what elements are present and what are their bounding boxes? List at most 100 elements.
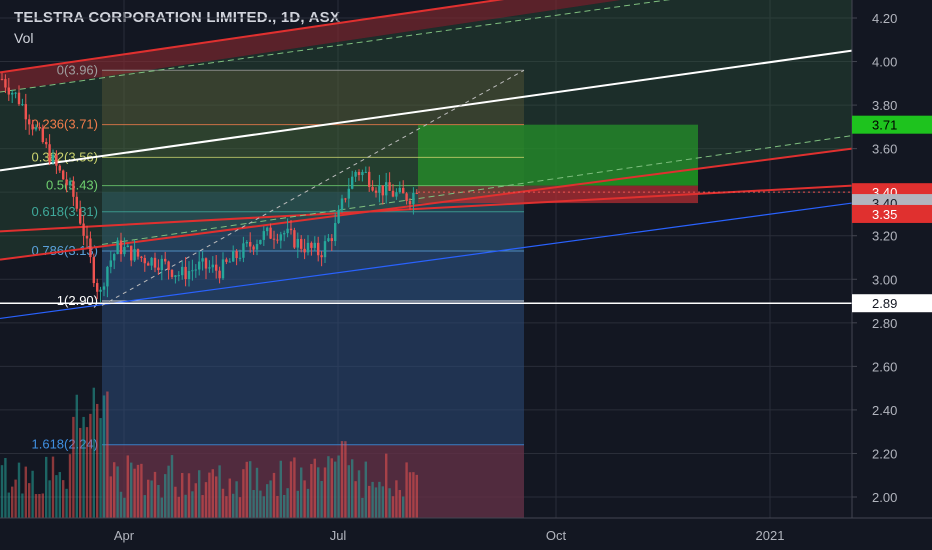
volume-bar bbox=[262, 496, 265, 518]
candle-body bbox=[334, 223, 337, 242]
volume-bar bbox=[272, 472, 276, 518]
candle-body bbox=[303, 248, 306, 253]
candle-body bbox=[347, 188, 350, 199]
candle-body bbox=[371, 186, 374, 191]
volume-bar bbox=[187, 473, 191, 518]
candle-body bbox=[391, 190, 395, 197]
volume-bar bbox=[109, 476, 112, 518]
candle-body bbox=[327, 238, 330, 242]
volume-bar bbox=[164, 474, 167, 518]
volume-bar bbox=[31, 470, 34, 518]
candle-body bbox=[58, 165, 61, 171]
candle-body bbox=[330, 238, 333, 242]
volume-bar bbox=[123, 497, 126, 518]
volume-bar bbox=[75, 394, 78, 518]
volume-bar bbox=[368, 485, 371, 518]
candle-body bbox=[191, 270, 194, 272]
candle-body bbox=[140, 256, 143, 259]
candle-body bbox=[395, 192, 398, 197]
price-tick-label: 2.20 bbox=[872, 446, 897, 461]
volume-bar bbox=[306, 488, 310, 518]
price-tick-label: 2.80 bbox=[872, 316, 897, 331]
candle-body bbox=[170, 269, 174, 277]
volume-bar bbox=[65, 488, 68, 518]
candle-body bbox=[174, 275, 177, 277]
candle-body bbox=[45, 142, 48, 145]
candle-body bbox=[75, 196, 78, 209]
volume-bar bbox=[51, 456, 55, 518]
red-mid-line bbox=[0, 184, 853, 233]
volume-bar bbox=[143, 495, 146, 518]
volume-bar bbox=[106, 391, 109, 518]
candle-body bbox=[34, 127, 38, 130]
candle-body bbox=[85, 235, 89, 239]
volume-bar bbox=[21, 493, 24, 518]
price-axis-bg bbox=[852, 0, 932, 550]
volume-bar bbox=[198, 470, 201, 518]
candle-body bbox=[368, 171, 371, 187]
volume-bar bbox=[38, 494, 41, 518]
candle-body bbox=[113, 254, 116, 261]
candle-body bbox=[150, 257, 153, 266]
candle-body bbox=[364, 171, 367, 173]
candle-body bbox=[351, 176, 354, 189]
price-axis: 2.002.202.402.602.803.003.203.403.603.80… bbox=[851, 0, 932, 550]
candle-body bbox=[7, 87, 10, 95]
time-tick-label: Oct bbox=[546, 528, 567, 543]
candle-body bbox=[381, 185, 384, 196]
volume-bar bbox=[92, 387, 95, 518]
candle-body bbox=[116, 240, 119, 255]
volume-bar bbox=[28, 483, 31, 518]
volume-bar bbox=[378, 481, 381, 518]
volume-bar bbox=[89, 413, 92, 518]
volume-bar bbox=[364, 461, 367, 518]
volume-bar bbox=[99, 418, 102, 518]
candle-body bbox=[133, 249, 136, 261]
candle-body bbox=[354, 171, 357, 177]
candle-body bbox=[405, 193, 408, 201]
candle-body bbox=[306, 242, 310, 253]
candle-body bbox=[385, 182, 388, 196]
candle-body bbox=[4, 79, 7, 88]
candle-body bbox=[235, 251, 238, 259]
blue-lower-line bbox=[0, 202, 853, 320]
candle-body bbox=[126, 245, 129, 247]
drawing-zones bbox=[0, 0, 852, 518]
candle-body bbox=[374, 190, 378, 193]
volume-bar bbox=[194, 483, 197, 518]
candle-body bbox=[344, 198, 347, 200]
candle-body bbox=[266, 227, 269, 232]
volume-bar bbox=[238, 497, 242, 518]
volume-bar bbox=[351, 459, 354, 518]
volume-bar bbox=[323, 467, 327, 518]
candle-body bbox=[283, 233, 286, 235]
price-tick-label: 2.60 bbox=[872, 359, 897, 374]
candle-body bbox=[204, 258, 208, 269]
volume-bar bbox=[119, 491, 123, 518]
candle-body bbox=[89, 238, 92, 258]
volume-bar bbox=[242, 469, 245, 518]
candle-body bbox=[96, 283, 99, 292]
volume-bar bbox=[303, 480, 306, 518]
volume-bar bbox=[337, 455, 340, 518]
candle-body bbox=[153, 257, 157, 268]
volume-bar bbox=[34, 494, 38, 518]
price-tag-label: 2.89 bbox=[872, 296, 897, 311]
volume-bar bbox=[398, 490, 401, 518]
volume-bar bbox=[283, 494, 286, 518]
candle-body bbox=[398, 187, 401, 193]
volume-bar bbox=[48, 480, 51, 518]
candle-body bbox=[201, 258, 204, 262]
volume-bar bbox=[160, 497, 163, 518]
volume-bar bbox=[327, 456, 330, 518]
price-tag bbox=[852, 204, 932, 223]
volume-bar bbox=[201, 495, 204, 518]
candle-body bbox=[289, 228, 293, 231]
upper-channel-fill bbox=[0, 0, 852, 260]
candle-body bbox=[143, 258, 146, 264]
candle-body bbox=[211, 264, 214, 268]
price-tick-label: 3.00 bbox=[872, 272, 897, 287]
volume-bar bbox=[147, 479, 150, 518]
candle-body bbox=[412, 192, 415, 205]
